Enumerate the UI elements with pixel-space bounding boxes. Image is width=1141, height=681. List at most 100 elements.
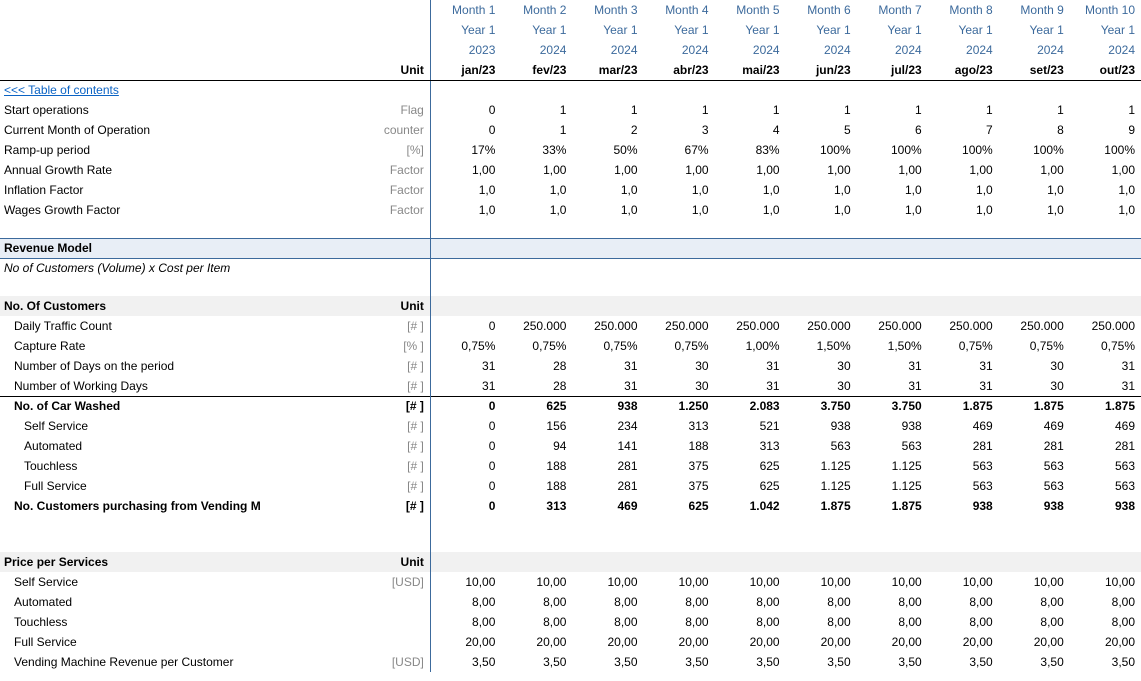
- data-cell: 20,00: [928, 632, 999, 652]
- data-cell: 8,00: [786, 592, 857, 612]
- unit-cell: [# ]: [260, 356, 430, 376]
- data-cell: 156: [501, 416, 572, 436]
- data-cell: 141: [572, 436, 643, 456]
- assumption-row: Current Month of Operation: [0, 120, 260, 140]
- data-cell: 3,50: [928, 652, 999, 672]
- car-breakdown-row: Full Service: [0, 476, 260, 496]
- data-cell: 1,0: [857, 200, 928, 220]
- data-cell: 375: [644, 476, 715, 496]
- data-cell: 6: [857, 120, 928, 140]
- data-cell: 100%: [786, 140, 857, 160]
- data-cell: 469: [928, 416, 999, 436]
- data-cell: 281: [999, 436, 1070, 456]
- data-cell: 313: [715, 436, 786, 456]
- data-cell: 7: [928, 120, 999, 140]
- data-cell: 8,00: [786, 612, 857, 632]
- assumption-row: Ramp-up period: [0, 140, 260, 160]
- data-cell: 8,00: [644, 612, 715, 632]
- data-cell: 1,00: [430, 160, 501, 180]
- data-cell: 1: [928, 100, 999, 120]
- data-cell: 250.000: [786, 316, 857, 336]
- data-cell: 563: [999, 456, 1070, 476]
- data-cell: 20,00: [430, 632, 501, 652]
- month-header: Month 3: [572, 0, 643, 20]
- data-cell: 10,00: [786, 572, 857, 592]
- data-cell: 0,75%: [430, 336, 501, 356]
- assumption-row: Annual Growth Rate: [0, 160, 260, 180]
- data-cell: 1,00: [501, 160, 572, 180]
- data-cell: 8,00: [1070, 612, 1141, 632]
- data-cell: 31: [430, 376, 501, 396]
- data-cell: 250.000: [644, 316, 715, 336]
- toc-link[interactable]: <<< Table of contents: [4, 83, 119, 97]
- unit-cell: [%]: [260, 140, 430, 160]
- section-header: Revenue Model: [0, 238, 260, 258]
- data-cell: 100%: [999, 140, 1070, 160]
- data-cell: 28: [501, 376, 572, 396]
- data-cell: 9: [1070, 120, 1141, 140]
- month-header: jan/23: [430, 60, 501, 80]
- unit-cell: Flag: [260, 100, 430, 120]
- data-cell: 8,00: [1070, 592, 1141, 612]
- data-cell: 8,00: [999, 592, 1070, 612]
- data-cell: 1.875: [1070, 396, 1141, 416]
- data-cell: 100%: [1070, 140, 1141, 160]
- data-cell: 1,00: [857, 160, 928, 180]
- data-cell: 281: [1070, 436, 1141, 456]
- data-cell: 1,50%: [857, 336, 928, 356]
- month-header: ago/23: [928, 60, 999, 80]
- assumption-row: Inflation Factor: [0, 180, 260, 200]
- data-cell: 3,50: [501, 652, 572, 672]
- data-cell: 8,00: [715, 592, 786, 612]
- data-cell: 8,00: [572, 612, 643, 632]
- data-cell: 563: [786, 436, 857, 456]
- data-cell: 625: [501, 396, 572, 416]
- month-header: 2024: [1070, 40, 1141, 60]
- unit-cell: Factor: [260, 180, 430, 200]
- data-cell: 563: [1070, 456, 1141, 476]
- month-header: jul/23: [857, 60, 928, 80]
- data-cell: 30: [644, 356, 715, 376]
- month-header: Year 1: [501, 20, 572, 40]
- data-cell: 8,00: [572, 592, 643, 612]
- data-cell: 1,0: [572, 180, 643, 200]
- month-header: Year 1: [786, 20, 857, 40]
- data-cell: 1,50%: [786, 336, 857, 356]
- data-cell: 1,0: [572, 200, 643, 220]
- data-cell: 1: [857, 100, 928, 120]
- month-header: set/23: [999, 60, 1070, 80]
- month-header: Month 7: [857, 0, 928, 20]
- vending-row: No. Customers purchasing from Vending Ma…: [0, 496, 260, 516]
- data-cell: 1.875: [999, 396, 1070, 416]
- unit-cell: [# ]: [260, 456, 430, 476]
- car-breakdown-row: Touchless: [0, 456, 260, 476]
- customers-row: Number of Working Days: [0, 376, 260, 396]
- data-cell: 938: [928, 496, 999, 516]
- data-cell: 8,00: [430, 592, 501, 612]
- price-row: Touchless: [0, 612, 260, 632]
- data-cell: 0: [430, 476, 501, 496]
- month-header: Month 10: [1070, 0, 1141, 20]
- data-cell: 10,00: [644, 572, 715, 592]
- data-cell: 4: [715, 120, 786, 140]
- data-cell: 1,0: [786, 200, 857, 220]
- month-header: 2024: [644, 40, 715, 60]
- data-cell: 10,00: [857, 572, 928, 592]
- data-cell: 8,00: [430, 612, 501, 632]
- unit-cell: Factor: [260, 160, 430, 180]
- data-cell: 1,00: [715, 160, 786, 180]
- month-header: Month 1: [430, 0, 501, 20]
- month-header: Year 1: [644, 20, 715, 40]
- data-cell: 1: [572, 100, 643, 120]
- data-cell: 1,00: [999, 160, 1070, 180]
- data-cell: 563: [928, 476, 999, 496]
- data-cell: 3.750: [786, 396, 857, 416]
- month-header: Year 1: [928, 20, 999, 40]
- unit-cell: [% ]: [260, 336, 430, 356]
- data-cell: 563: [1070, 476, 1141, 496]
- data-cell: 1,00: [644, 160, 715, 180]
- data-cell: 0,75%: [1070, 336, 1141, 356]
- data-cell: 10,00: [999, 572, 1070, 592]
- data-cell: 3,50: [572, 652, 643, 672]
- data-cell: 1: [786, 100, 857, 120]
